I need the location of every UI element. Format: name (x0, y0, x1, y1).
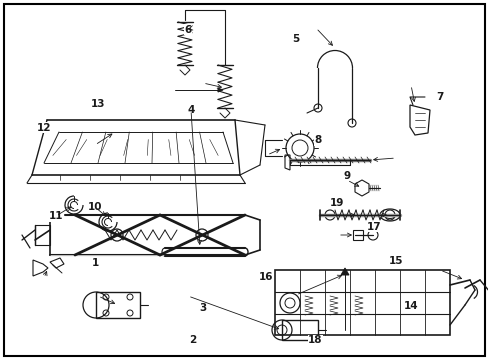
Text: 11: 11 (49, 211, 63, 221)
Bar (282, 320, 317, 340)
Text: 7: 7 (435, 92, 443, 102)
Text: 15: 15 (388, 256, 403, 266)
Text: 10: 10 (88, 202, 102, 212)
Text: 1: 1 (92, 258, 99, 268)
Text: 5: 5 (292, 34, 299, 44)
Polygon shape (340, 268, 348, 275)
Text: 13: 13 (90, 99, 105, 109)
Text: 12: 12 (37, 123, 51, 133)
Bar (96, 292, 140, 318)
Text: 19: 19 (329, 198, 344, 208)
Text: 3: 3 (199, 303, 206, 313)
Text: 9: 9 (343, 171, 350, 181)
Text: 6: 6 (184, 24, 191, 35)
Text: 14: 14 (403, 301, 417, 311)
Text: 4: 4 (186, 105, 194, 115)
Text: 16: 16 (259, 272, 273, 282)
Text: 17: 17 (366, 222, 381, 232)
Text: 18: 18 (307, 335, 322, 345)
Text: 2: 2 (189, 335, 196, 345)
Polygon shape (218, 88, 223, 92)
Text: 8: 8 (314, 135, 321, 145)
Bar (274, 270, 449, 335)
